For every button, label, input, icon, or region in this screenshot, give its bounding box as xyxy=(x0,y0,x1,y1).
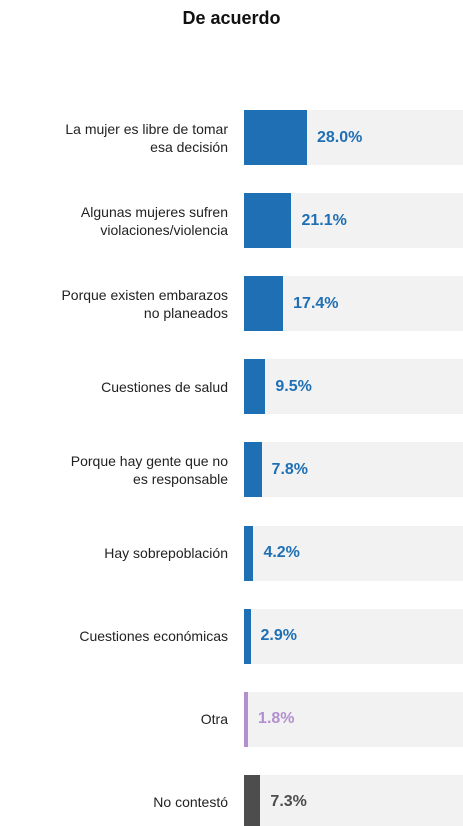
category-label: Cuestiones de salud xyxy=(101,378,228,395)
bar xyxy=(244,110,307,165)
chart-title: De acuerdo xyxy=(182,8,281,28)
value-label: 7.3% xyxy=(270,793,307,811)
category-label: Algunas mujeres sufren violaciones/viole… xyxy=(80,203,228,238)
bar-track xyxy=(244,525,463,581)
category-label: Cuestiones económicas xyxy=(79,628,228,645)
bar-track xyxy=(244,442,463,498)
value-label: 9.5% xyxy=(275,377,312,395)
category-label: No contestó xyxy=(153,794,228,811)
bar xyxy=(244,608,251,664)
bar xyxy=(244,442,262,498)
value-label: 7.8% xyxy=(271,460,309,478)
category-label: Porque hay gente que no es responsable xyxy=(70,452,228,487)
value-label: 1.8% xyxy=(258,710,295,728)
value-label: 28.0% xyxy=(317,128,363,146)
bar xyxy=(244,691,249,747)
value-label: 21.1% xyxy=(301,211,347,229)
bar-track xyxy=(244,359,463,415)
category-label: Hay sobrepoblación xyxy=(104,545,228,561)
bar xyxy=(244,525,254,581)
category-label: La mujer es libre de tomar esa decisión xyxy=(65,120,228,155)
bar xyxy=(244,774,261,826)
category-label: Porque existen embarazos no planeados xyxy=(61,286,228,321)
bar-track xyxy=(244,608,463,664)
bar-track xyxy=(244,774,463,826)
bar xyxy=(244,276,284,332)
value-label: 2.9% xyxy=(260,627,297,645)
category-label: Otra xyxy=(200,711,228,728)
bar-track xyxy=(244,691,463,747)
value-label: 17.4% xyxy=(293,294,339,312)
bar xyxy=(244,359,266,415)
bar xyxy=(244,193,292,249)
value-label: 4.2% xyxy=(263,544,300,561)
